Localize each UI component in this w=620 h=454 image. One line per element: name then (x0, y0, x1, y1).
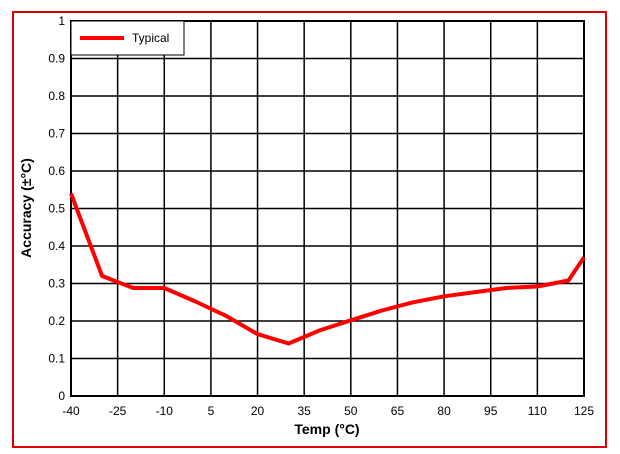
y-tick-label: 0.1 (48, 352, 65, 366)
x-tick-label: 5 (208, 404, 215, 418)
x-tick-label: 50 (344, 404, 358, 418)
x-tick-labels: -40 -25 -10 5 20 35 50 65 80 95 110 125 (62, 404, 594, 418)
x-tick-label: -40 (62, 404, 80, 418)
y-tick-label: 0.7 (48, 127, 65, 141)
x-tick-label: -10 (156, 404, 174, 418)
legend-label-typical: Typical (132, 31, 169, 45)
x-tick-label: 65 (391, 404, 405, 418)
data-series (69, 192, 586, 346)
y-tick-label: 0.6 (48, 164, 65, 178)
x-axis-title: Temp (°C) (294, 421, 359, 437)
x-tick-label: 80 (437, 404, 451, 418)
y-tick-label: 1 (58, 14, 65, 28)
x-tick-label: 95 (484, 404, 498, 418)
x-tick-label: 20 (251, 404, 265, 418)
x-tick-label: 125 (574, 404, 594, 418)
y-tick-label: 0.4 (48, 239, 65, 253)
legend: Typical (70, 20, 185, 56)
x-tick-label: -25 (109, 404, 127, 418)
y-tick-label: 0.8 (48, 89, 65, 103)
grid-lines (70, 20, 585, 397)
y-tick-label: 0.5 (48, 202, 65, 216)
x-tick-label: 110 (528, 404, 547, 418)
y-tick-label: 0.3 (48, 277, 65, 291)
y-tick-labels: 0 0.1 0.2 0.3 0.4 0.5 0.6 0.7 0.8 0.9 1 (48, 14, 65, 403)
series-line-typical (69, 192, 586, 346)
y-tick-label: 0 (58, 389, 65, 403)
plot-border (70, 20, 585, 397)
y-tick-label: 0.9 (48, 52, 65, 66)
x-tick-label: 35 (298, 404, 312, 418)
y-tick-label: 0.2 (48, 314, 65, 328)
y-axis-title: Accuracy (±°C) (18, 158, 34, 258)
